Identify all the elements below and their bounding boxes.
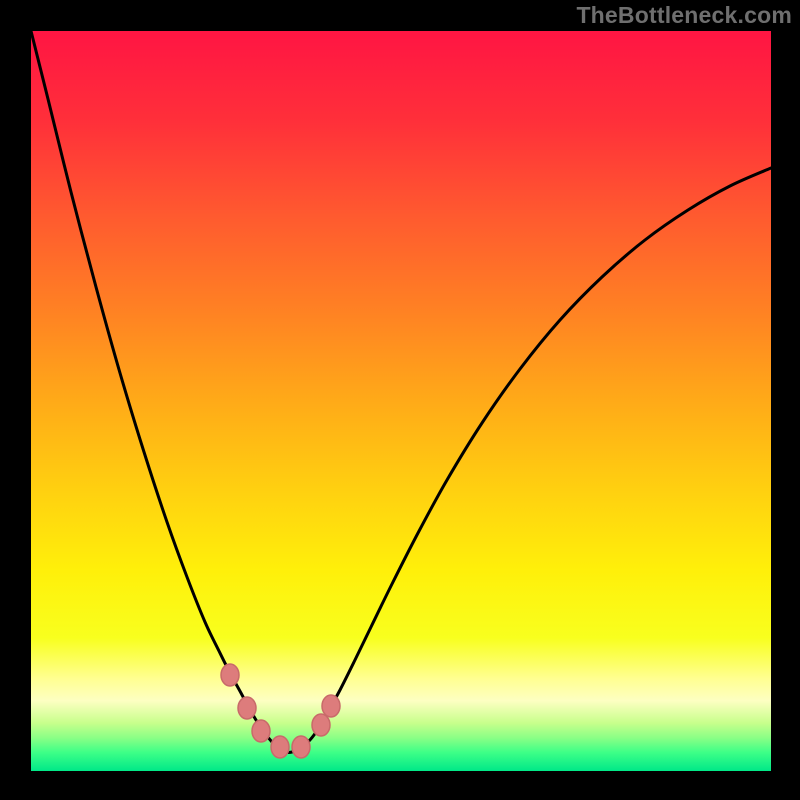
curve-marker bbox=[221, 664, 239, 686]
curve-marker bbox=[322, 695, 340, 717]
plot-area bbox=[31, 31, 771, 771]
curve-marker bbox=[252, 720, 270, 742]
curve-marker bbox=[292, 736, 310, 758]
curve-layer bbox=[31, 31, 771, 771]
watermark-text: TheBottleneck.com bbox=[576, 2, 792, 29]
curve-marker bbox=[271, 736, 289, 758]
curve-marker bbox=[312, 714, 330, 736]
bottleneck-curve bbox=[31, 31, 771, 753]
curve-marker bbox=[238, 697, 256, 719]
chart-container: TheBottleneck.com bbox=[0, 0, 800, 800]
marker-group bbox=[221, 664, 340, 758]
